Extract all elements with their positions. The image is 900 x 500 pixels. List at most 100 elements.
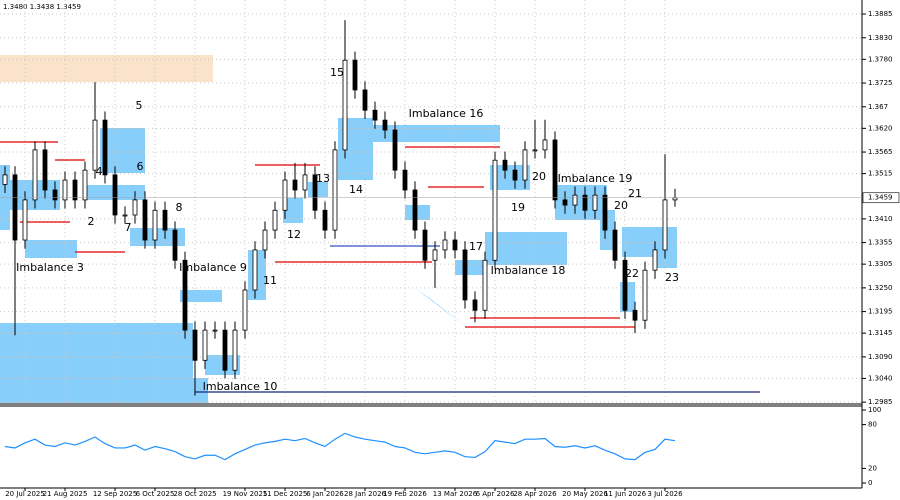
candle-body [362, 89, 368, 111]
candle-body [152, 209, 158, 241]
candle-body [462, 249, 468, 301]
candle-body [322, 209, 328, 231]
candle-body [542, 139, 548, 151]
y-tick-label: 1.3725 [868, 79, 893, 87]
y-tick-label: 1.3305 [868, 260, 893, 268]
candle-body [282, 179, 288, 211]
candle-body [502, 159, 508, 171]
y-tick-label: 1.3885 [868, 10, 893, 18]
annotation: 2 [88, 215, 95, 228]
annotation: Imbalance 18 [491, 264, 566, 277]
y-tick-label: 1.3565 [868, 148, 893, 156]
candle-body [482, 259, 488, 311]
candle-body [622, 259, 628, 311]
candle-body [202, 329, 208, 361]
y-tick-label: 1.2985 [868, 398, 893, 406]
x-tick-label: 28 Apr 2026 [513, 490, 557, 498]
indicator-line [4, 432, 676, 461]
current-price-box [862, 192, 900, 204]
y-tick-label: 1.3145 [868, 329, 893, 337]
x-tick-label: 13 Mar 2026 [433, 490, 478, 498]
annotation: Imbalance 16 [409, 107, 484, 120]
candle-body [672, 197, 678, 201]
candle-body [492, 159, 498, 261]
candle-body [532, 149, 538, 152]
candle-body [52, 189, 58, 201]
annotation: 20 [614, 199, 628, 212]
x-tick-label: 11 Jun 2026 [604, 490, 647, 498]
annotation: 5 [136, 99, 143, 112]
candle-body [262, 229, 268, 251]
y-tick-label: 1.3040 [868, 374, 893, 382]
y-tick-label: 1.3410 [868, 215, 893, 223]
x-tick-label: 6 Oct 2025 [136, 490, 175, 498]
y-tick-label: 1.367 [868, 103, 888, 111]
candle-body [572, 194, 578, 206]
imbalance-zone [405, 205, 430, 220]
x-tick-label: 11 Dec 2025 [263, 490, 308, 498]
candle-body [512, 169, 518, 181]
current-price-label: 1.3459 [868, 194, 893, 202]
candle-body [82, 169, 88, 201]
y-tick-label: 1.3620 [868, 124, 893, 132]
annotation: 14 [349, 183, 363, 196]
candle-body [392, 129, 398, 171]
imbalance-zone [0, 323, 193, 403]
candle-body [212, 329, 218, 332]
x-tick-label: 3 Jul 2026 [647, 490, 683, 498]
candle-body [42, 149, 48, 191]
y-tick-label: 1.3830 [868, 34, 893, 42]
candle-body [32, 149, 38, 201]
candle-body [102, 119, 108, 176]
candle-body [602, 194, 608, 231]
annotation: 7 [125, 221, 132, 234]
y-tick-label: 1.3780 [868, 55, 893, 63]
candle-body [312, 174, 318, 211]
candle-body [652, 249, 658, 271]
candle-body [612, 229, 618, 261]
annotation: 19 [511, 201, 525, 214]
y-tick-label: 1.3355 [868, 239, 893, 247]
annotation: Imbalance 3 [16, 261, 84, 274]
imbalance-zone [655, 252, 677, 268]
candle-body [552, 139, 558, 201]
x-tick-label: 12 Sep 2025 [93, 490, 137, 498]
imbalance-zone [0, 180, 60, 210]
header: 1.3480 1.3438 1.3459 [3, 3, 81, 11]
imbalance-zone [620, 282, 635, 312]
candle-body [642, 269, 648, 321]
candle-body [592, 194, 598, 211]
x-tick-label: 19 Nov 2025 [223, 490, 268, 498]
annotation: 20 [532, 170, 546, 183]
candle-body [432, 249, 438, 261]
annotation: 4 [96, 165, 103, 178]
annotation: 12 [287, 228, 301, 241]
annotation: 8 [176, 201, 183, 214]
candle-body [62, 179, 68, 201]
annotation: 17 [469, 240, 483, 253]
candle-body [12, 174, 18, 241]
imbalance-zone [25, 240, 77, 258]
candle-body [92, 119, 98, 171]
x-tick-label: 6 Apr 2026 [476, 490, 515, 498]
annotation: 13 [316, 172, 330, 185]
candle-body [272, 209, 278, 231]
x-tick-label: 19 Feb 2026 [383, 490, 427, 498]
candle-body [192, 329, 198, 361]
candle-body [22, 199, 28, 241]
annotation: Imbalance 9 [179, 261, 247, 274]
imbalance-zone [205, 355, 240, 375]
x-tick-label: 28 Jan 2026 [344, 490, 387, 498]
imbalance-zone [370, 125, 500, 142]
y-tick-label: 1.3090 [868, 353, 893, 361]
candle-body [72, 179, 78, 201]
candle-body [332, 149, 338, 231]
imbalance-zone [283, 198, 303, 223]
candle-body [252, 249, 258, 291]
candle-body [412, 189, 418, 231]
imbalance-zone [100, 128, 145, 173]
annotation: 22 [625, 267, 639, 280]
candle-body [422, 229, 428, 261]
candle-body [522, 149, 528, 181]
